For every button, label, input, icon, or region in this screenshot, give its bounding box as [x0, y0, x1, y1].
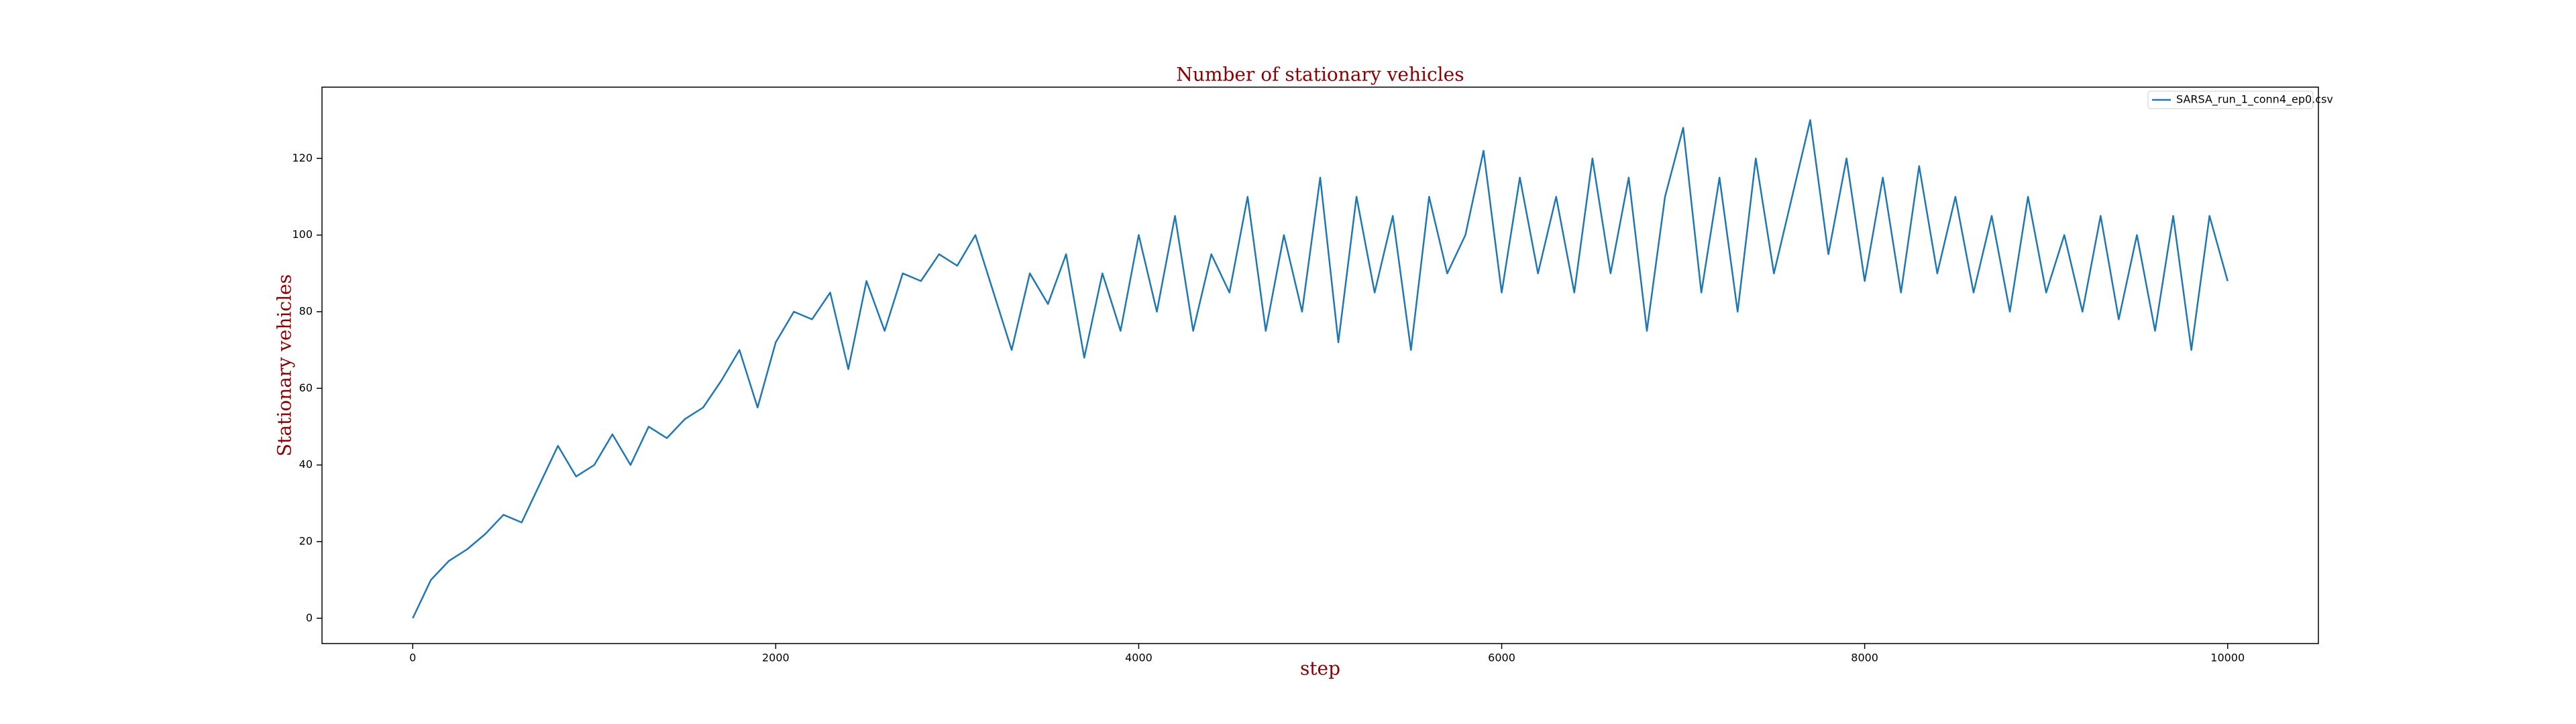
x-tick-label: 10000 — [2210, 652, 2245, 664]
y-tick-label: 100 — [292, 228, 313, 241]
x-tick-label: 2000 — [762, 652, 790, 664]
x-tick-label: 6000 — [1488, 652, 1515, 664]
plot-frame — [321, 86, 2319, 644]
x-tick-label: 8000 — [1851, 652, 1878, 664]
x-axis-label: step — [1300, 658, 1340, 680]
chart-title: Number of stationary vehicles — [1176, 64, 1464, 86]
legend-label: SARSA_run_1_conn4_ep0.csv — [2176, 93, 2333, 107]
y-tick-label: 40 — [299, 458, 313, 471]
x-tick-label: 0 — [409, 652, 416, 664]
legend-box — [2147, 90, 2314, 109]
y-tick-label: 20 — [299, 534, 313, 547]
y-axis-label: Stationary vehicles — [274, 274, 296, 457]
y-tick-label: 60 — [299, 381, 313, 394]
y-tick-label: 80 — [299, 304, 313, 317]
data-line — [412, 119, 2229, 619]
y-tick-label: 0 — [306, 611, 313, 624]
x-tick-label: 4000 — [1125, 652, 1152, 664]
y-tick-label: 120 — [292, 152, 313, 164]
